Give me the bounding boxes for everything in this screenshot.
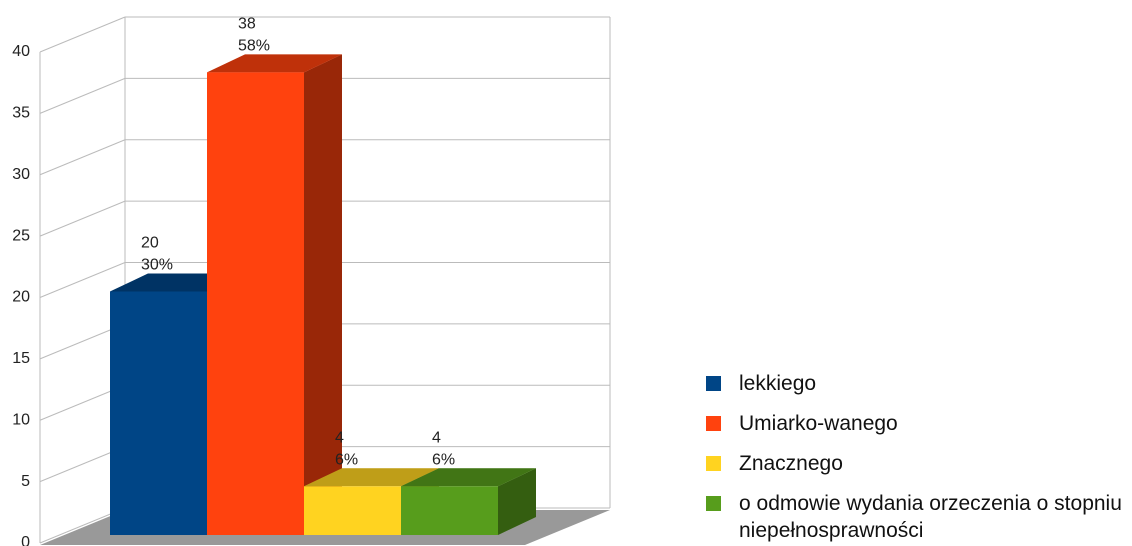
bar-side-shade <box>304 54 342 535</box>
bar-side <box>498 468 536 535</box>
legend-item: Umiarko-wanego <box>706 410 1126 437</box>
grid-line <box>39 200 126 237</box>
grid-line <box>39 139 126 176</box>
legend-swatch <box>706 496 721 511</box>
bar-top-shade <box>207 54 342 73</box>
legend-item: o odmowie wydania orzeczenia o stopniu n… <box>706 490 1126 544</box>
bar <box>207 72 304 535</box>
y-tick-label: 0 <box>21 534 30 546</box>
data-label: 4 <box>335 430 344 447</box>
y-tick-label: 40 <box>12 43 30 60</box>
data-label-percent: 6% <box>335 452 358 469</box>
legend-swatch <box>706 376 721 391</box>
bar-top <box>207 54 342 73</box>
legend-label: Umiarko-wanego <box>739 412 898 435</box>
legend-item: lekkiego <box>706 370 1126 397</box>
y-tick-label: 20 <box>12 289 30 306</box>
grid-line <box>39 77 126 114</box>
y-tick-label: 25 <box>12 227 30 244</box>
bar-top-shade <box>401 468 536 487</box>
bar-top <box>304 468 439 487</box>
data-label: 4 <box>432 430 441 447</box>
data-label-percent: 58% <box>238 38 270 55</box>
legend-label: lekkiego <box>739 372 817 395</box>
legend-swatch <box>706 416 721 431</box>
legend-item: Znacznego <box>706 450 1126 477</box>
legend-label: Znacznego <box>739 452 843 475</box>
grid-line <box>39 262 126 298</box>
y-tick-label: 10 <box>12 411 30 428</box>
y-tick-label: 5 <box>21 473 30 490</box>
bar-side-shade <box>498 468 536 535</box>
legend-label: o odmowie wydania orzeczenia o stopniu n… <box>739 492 1122 542</box>
bar-top <box>401 468 536 487</box>
bar <box>110 291 207 535</box>
bar-side <box>304 54 342 535</box>
y-tick-label: 15 <box>12 350 30 367</box>
data-label: 38 <box>238 16 256 33</box>
grid-line <box>39 16 126 53</box>
data-label-percent: 6% <box>432 452 455 469</box>
legend-swatch <box>706 456 721 471</box>
bar-top-shade <box>304 468 439 487</box>
data-label: 20 <box>141 235 159 252</box>
legend: lekkiego Umiarko-wanego Znacznego o odmowie… <box>706 370 1126 546</box>
bar <box>304 486 401 535</box>
y-tick-label: 30 <box>12 166 30 183</box>
y-tick-label: 35 <box>12 105 30 122</box>
bar <box>401 486 498 535</box>
data-label-percent: 30% <box>141 257 173 274</box>
